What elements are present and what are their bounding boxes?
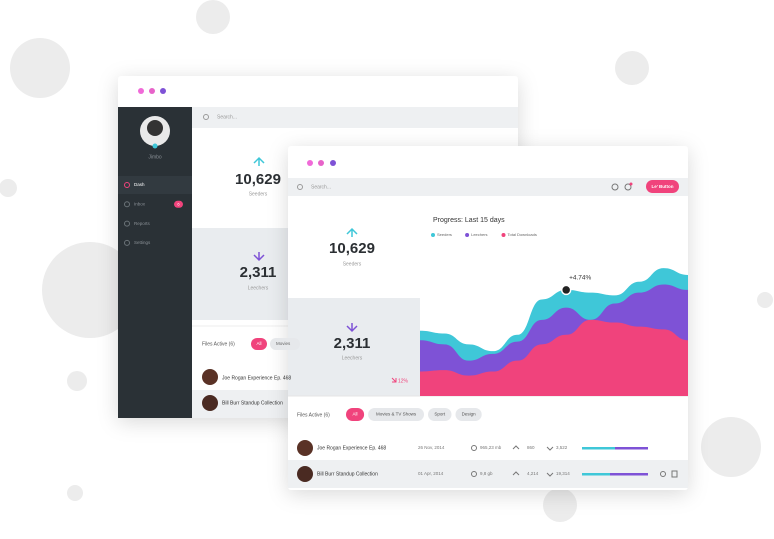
stat-value: 2,311 [240,264,277,281]
button-label: Le' Button [651,184,673,189]
badge-bg [174,200,183,208]
filter: All [256,341,261,346]
filter-pill[interactable] [428,408,452,421]
files-title: Files Active (6) [202,341,235,347]
upload-icon [512,445,520,450]
stat-label: Leechers [248,285,269,291]
filter-pill[interactable] [455,408,482,421]
filter: Design [462,412,477,417]
filter: Movies & TV Shows [376,412,417,417]
row-name: Bill Burr Standup Collection [222,400,283,406]
stat-label: Leechers [342,355,363,361]
row-name: Joe Rogan Experience Ep. 468 [317,445,386,451]
legend-label: Seeders [437,232,452,237]
chart-title: Progress: Last 15 days [433,217,505,224]
files-title: Files Active (6) [297,412,330,418]
download-icon [546,446,554,451]
filter-pill[interactable] [346,408,365,421]
annotation-marker [560,284,572,296]
row-name: Bill Burr Standup Collection [317,471,378,477]
front-window [288,146,688,490]
row-down: 19,314 [556,471,570,476]
stat-change: 12% [398,378,409,384]
stat-value: 2,311 [334,335,371,352]
menu-item: Reports [134,221,151,226]
row-up: 860 [527,445,535,450]
filter: Movies [276,341,291,346]
menu-item: Inbox [134,201,146,206]
row-size: 9,8 gb [480,471,493,476]
size-icon [471,471,477,477]
menu-icon [124,220,130,227]
search-placeholder: Search... [217,114,237,120]
download-icon [546,472,554,477]
menu-icon [124,182,130,188]
menu-icon [124,239,130,246]
filter-pill[interactable] [251,338,267,350]
filter: Sport [434,412,446,417]
area [420,319,688,396]
menu-item: Settings [134,240,151,245]
legend-swatch [465,233,470,237]
background-bubbles [0,0,773,522]
stat-value: 10,629 [235,171,281,188]
filter: All [353,412,358,417]
menu-item: Dash [134,182,145,187]
search-placeholder: Search... [311,184,331,190]
upload-icon [512,471,520,476]
title-text: Last 15 days [465,217,505,224]
row-down: 3,522 [556,445,568,450]
menu-icon [124,201,130,208]
stat-value: 10,629 [329,240,375,257]
filter-pill[interactable] [270,338,300,350]
row-name: Joe Rogan Experience Ep. 468 [222,375,291,381]
row-date: 26 Nov, 2014 [418,445,445,450]
stat-label: Seeders [343,261,362,267]
title-prefix: Progress: [433,217,465,224]
user-name: Jimbo [148,154,162,160]
stat-label: Seeders [249,191,268,197]
row-up: 4,214 [527,471,539,476]
legend-swatch [501,233,506,237]
button-bg[interactable] [646,180,679,193]
legend-label: Leechers [471,232,487,237]
size-icon [471,445,477,451]
filter-pill[interactable] [368,408,424,421]
badge: 6 [177,201,180,206]
legend-swatch [431,233,435,237]
row-date: 01 Apr, 2014 [418,471,444,476]
legend-label: Total Downloads [508,232,537,237]
annotation: +4.74% [569,275,591,282]
row-size: 965,23 mb [480,445,502,450]
